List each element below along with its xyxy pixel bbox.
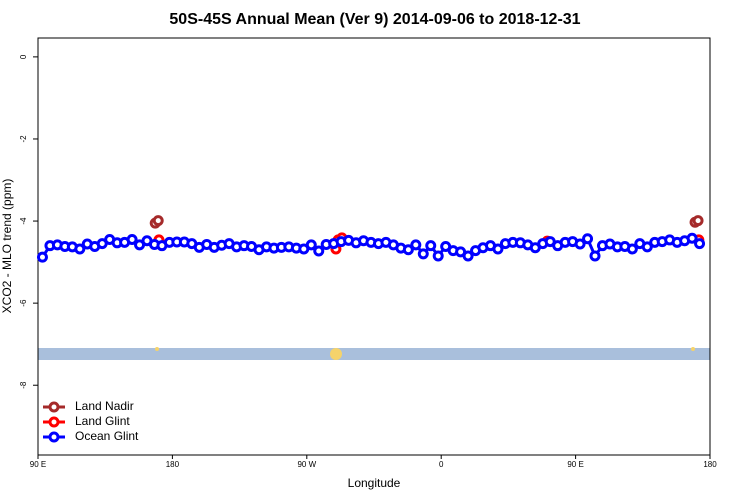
data-point: [686, 232, 698, 244]
legend-marker: [48, 401, 60, 413]
y-tick-label: -2: [19, 135, 28, 143]
y-tick-label: 0: [19, 54, 28, 59]
data-point: [582, 233, 594, 245]
data-point: [425, 240, 437, 252]
x-tick-label: 0: [439, 460, 444, 469]
land-spot: [691, 347, 695, 351]
data-point: [626, 243, 638, 255]
x-tick-label: 180: [166, 460, 180, 469]
data-point: [126, 234, 138, 246]
x-tick-label: 180: [703, 460, 717, 469]
x-tick-label: 90 W: [297, 460, 316, 469]
data-point: [462, 250, 474, 262]
chart-title: 50S-45S Annual Mean (Ver 9) 2014-09-06 t…: [169, 11, 580, 28]
y-tick-label: -8: [19, 381, 28, 389]
legend-marker: [48, 431, 60, 443]
data-point: [313, 245, 325, 257]
land-spot: [330, 348, 342, 360]
data-point: [641, 241, 653, 253]
data-point: [36, 251, 48, 263]
data-point: [410, 239, 422, 251]
land-ocean-strip: [38, 348, 710, 360]
legend-label: Ocean Glint: [75, 429, 139, 443]
legend-label: Land Nadir: [75, 399, 134, 413]
data-point: [152, 215, 164, 227]
land-spot: [155, 347, 159, 351]
data-point: [432, 250, 444, 262]
y-axis-label: XCO2 - MLO trend (ppm): [0, 179, 14, 314]
legend-marker: [48, 416, 60, 428]
data-point: [694, 238, 706, 250]
data-point: [417, 248, 429, 260]
data-point: [492, 243, 504, 255]
x-tick-label: 90 E: [30, 460, 46, 469]
data-point: [402, 244, 414, 256]
y-tick-label: -6: [19, 299, 28, 307]
data-point: [574, 238, 586, 250]
y-tick-label: -4: [19, 217, 28, 225]
x-axis-label: Longitude: [348, 476, 401, 490]
plot-frame: [37, 37, 711, 456]
data-point: [305, 239, 317, 251]
data-point: [74, 243, 86, 255]
x-tick-label: 90 E: [567, 460, 583, 469]
legend-label: Land Glint: [75, 414, 130, 428]
data-point: [589, 250, 601, 262]
data-point: [692, 215, 704, 227]
